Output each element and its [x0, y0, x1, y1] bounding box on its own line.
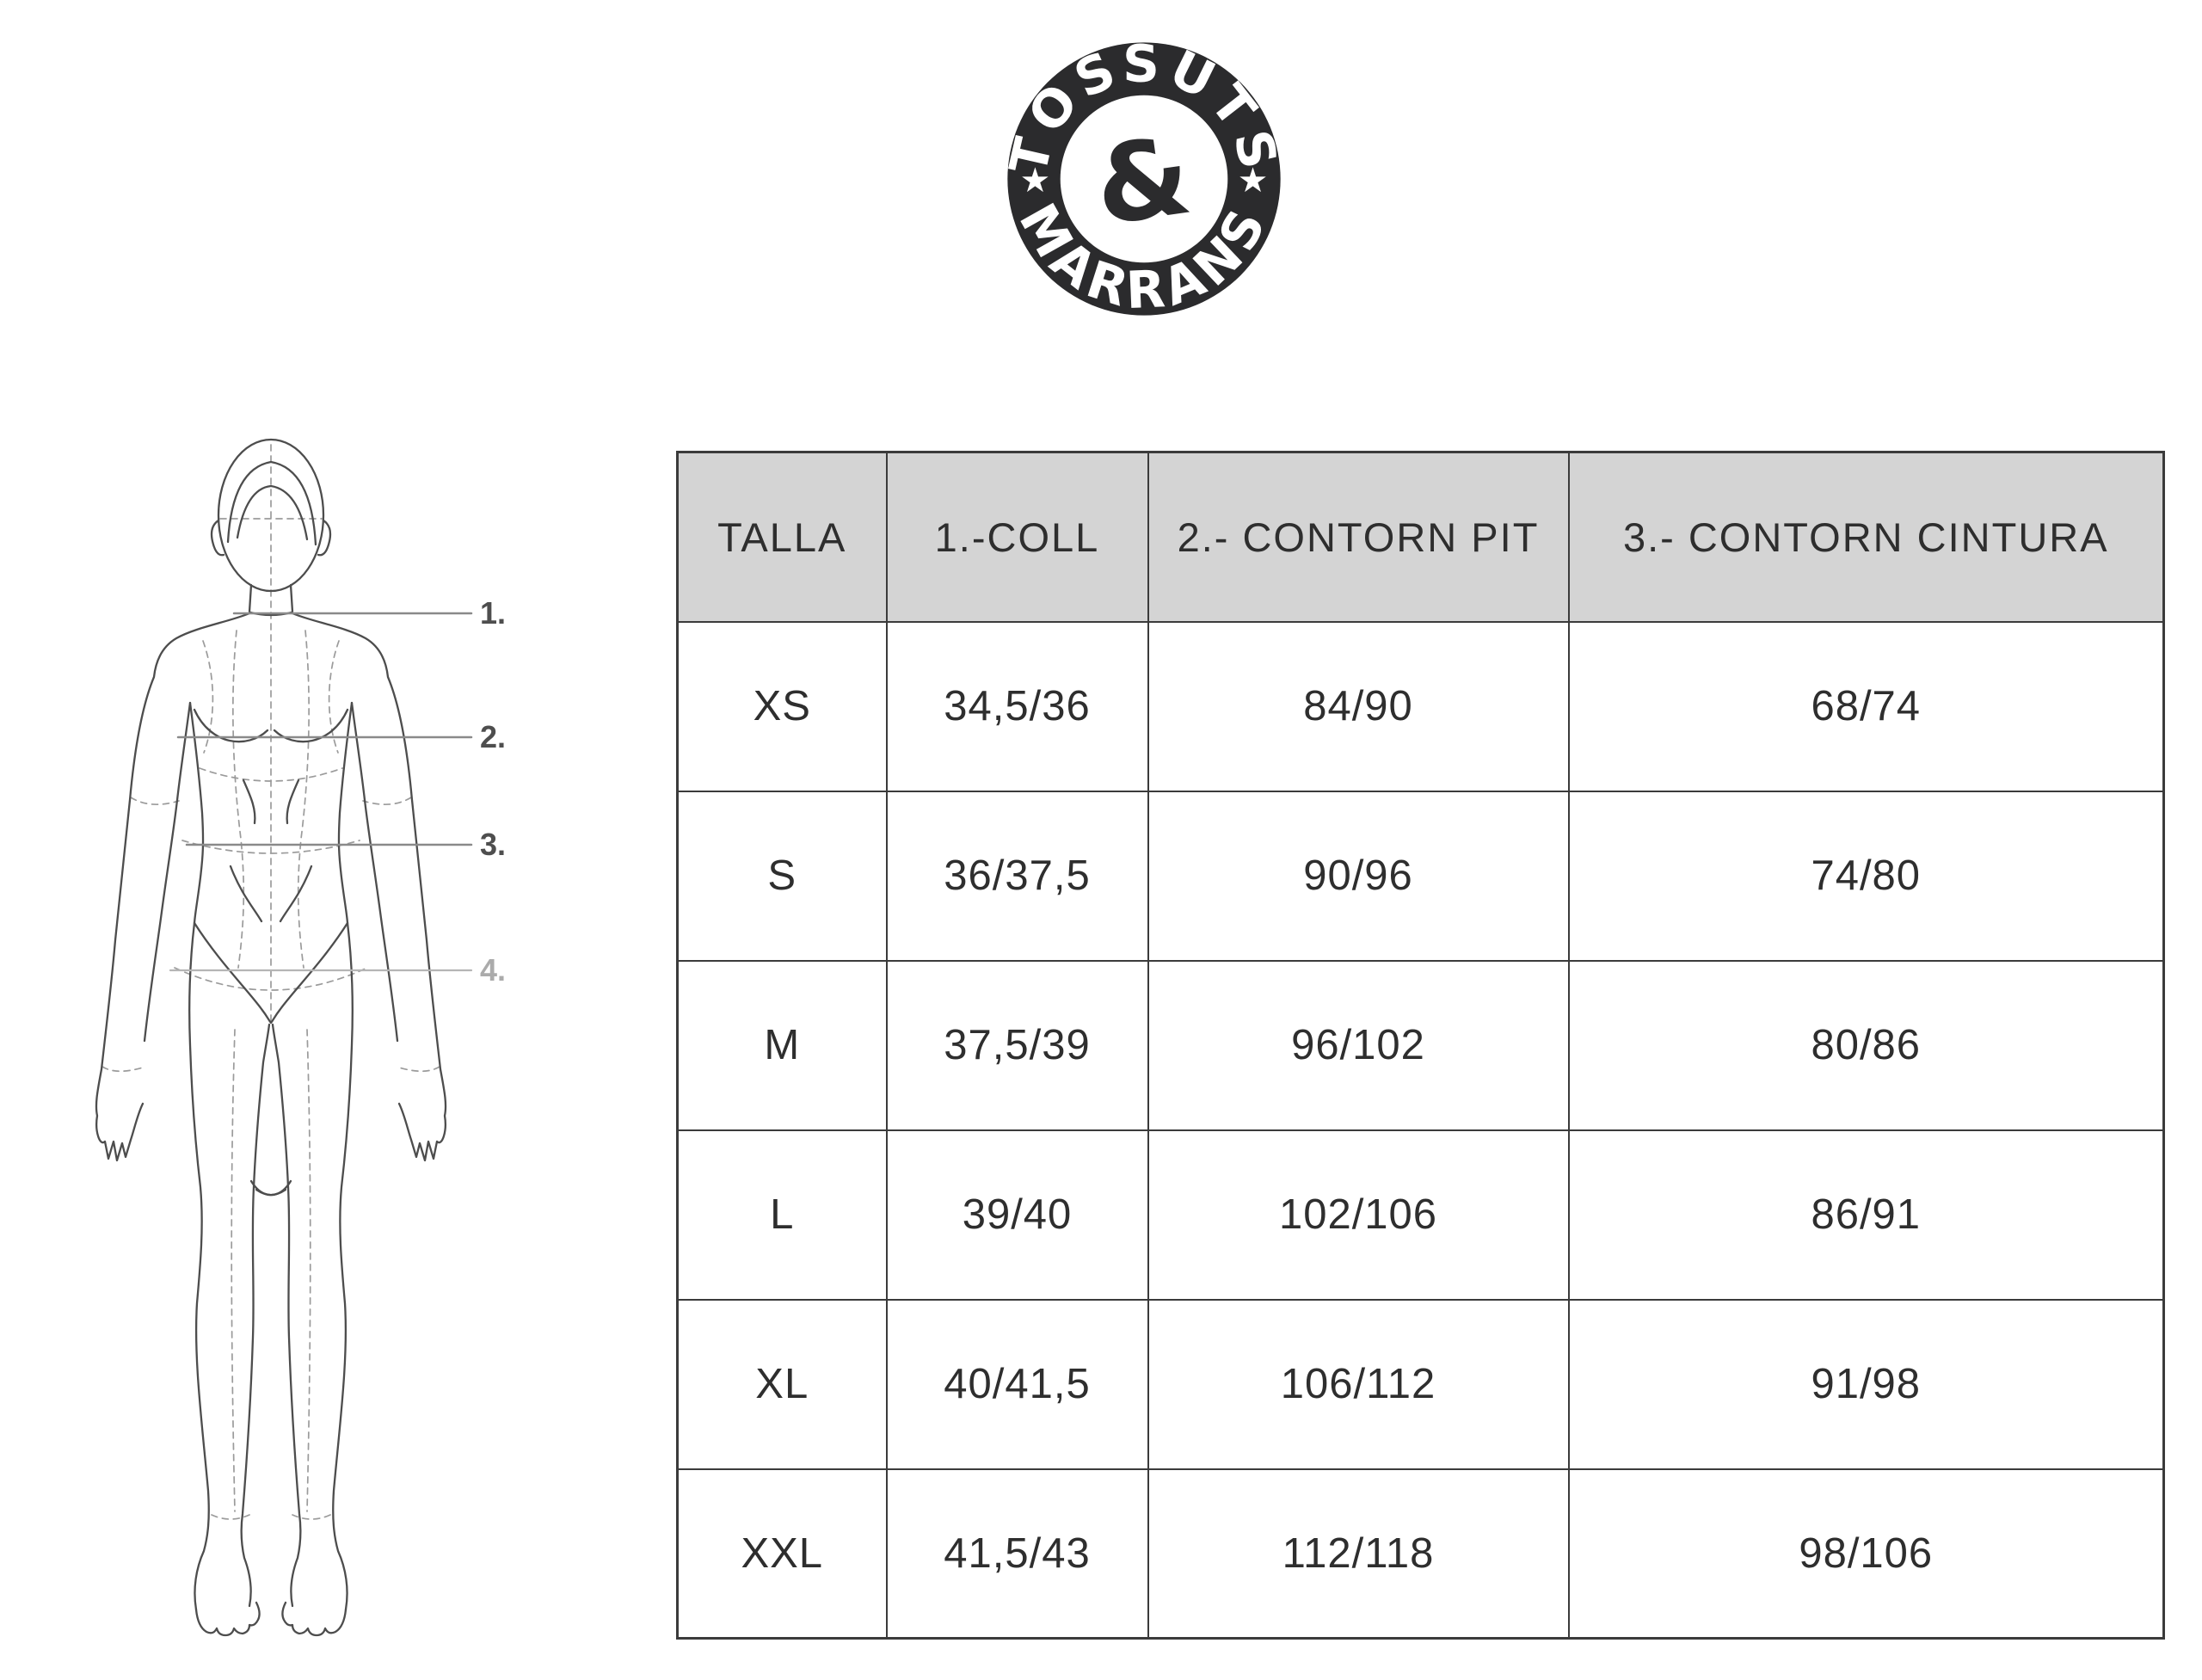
- measurement-cell: 37,5/39: [885, 959, 1149, 1131]
- label-neck: 1.: [480, 595, 506, 631]
- size-cell: XS: [676, 620, 888, 792]
- logo-ampersand: &: [1088, 114, 1198, 250]
- label-waist: 3.: [480, 827, 506, 862]
- measurement-cell: 91/98: [1567, 1298, 2165, 1470]
- measurement-cell: 36/37,5: [885, 790, 1149, 962]
- table-row: XXL 41,5/43 112/118 98/106: [676, 1468, 2165, 1640]
- brand-logo: TOSSUTS MARRANS ★ ★ &: [998, 31, 1290, 327]
- construction-lines: [101, 444, 440, 1520]
- column-header: TALLA: [676, 451, 888, 623]
- measurement-cell: 34,5/36: [885, 620, 1149, 792]
- measurement-cell: 84/90: [1147, 620, 1570, 792]
- table-row: XS 34,5/36 84/90 68/74: [676, 620, 2165, 792]
- size-cell: L: [676, 1129, 888, 1301]
- size-cell: XL: [676, 1298, 888, 1470]
- table-row: M 37,5/39 96/102 80/86: [676, 959, 2165, 1131]
- measurement-cell: 80/86: [1567, 959, 2165, 1131]
- body-croquis-icon: 1. 2. 3. 4.: [95, 438, 506, 1637]
- size-cell: XXL: [676, 1468, 888, 1640]
- brand-logo-badge-icon: TOSSUTS MARRANS ★ ★ &: [1000, 35, 1283, 322]
- column-header: 2.- CONTORN PIT: [1147, 451, 1570, 623]
- measurement-cell: 90/96: [1147, 790, 1570, 962]
- column-header: 3.- CONTORN CINTURA: [1567, 451, 2165, 623]
- measurement-cell: 68/74: [1567, 620, 2165, 792]
- size-cell: S: [676, 790, 888, 962]
- measurement-cell: 102/106: [1147, 1129, 1570, 1301]
- measurement-cell: 86/91: [1567, 1129, 2165, 1301]
- logo-left-star-icon: ★: [1020, 161, 1051, 200]
- measurement-cell: 40/41,5: [885, 1298, 1149, 1470]
- label-chest: 2.: [480, 719, 506, 754]
- table-row: XL 40/41,5 106/112 91/98: [676, 1298, 2165, 1470]
- measurement-figure: 1. 2. 3. 4.: [34, 409, 516, 1656]
- table-row: S 36/37,5 90/96 74/80: [676, 790, 2165, 962]
- measurement-cell: 41,5/43: [885, 1468, 1149, 1640]
- measurement-cell: 39/40: [885, 1129, 1149, 1301]
- table-row: L 39/40 102/106 86/91: [676, 1129, 2165, 1301]
- measurement-cell: 74/80: [1567, 790, 2165, 962]
- size-cell: M: [676, 959, 888, 1131]
- measurement-cell: 96/102: [1147, 959, 1570, 1131]
- logo-inner-circle: [1060, 95, 1228, 263]
- body-outline: [95, 438, 447, 1637]
- measurement-cell: 106/112: [1147, 1298, 1570, 1470]
- label-hip: 4.: [480, 952, 506, 988]
- measurement-cell: 98/106: [1567, 1468, 2165, 1640]
- measurement-lines: [169, 612, 473, 972]
- size-table: TALLA 1.-COLL 2.- CONTORN PIT 3.- CONTORN C…: [676, 451, 2165, 1640]
- measurement-cell: 112/118: [1147, 1468, 1570, 1640]
- column-header: 1.-COLL: [885, 451, 1149, 623]
- table-body: XS 34,5/36 84/90 68/74 S 36/37,5 90/96 74/80 M 37…: [676, 620, 2165, 1640]
- logo-right-star-icon: ★: [1238, 161, 1269, 200]
- header-row: TALLA 1.-COLL 2.- CONTORN PIT 3.- CONTORN C…: [676, 451, 2165, 623]
